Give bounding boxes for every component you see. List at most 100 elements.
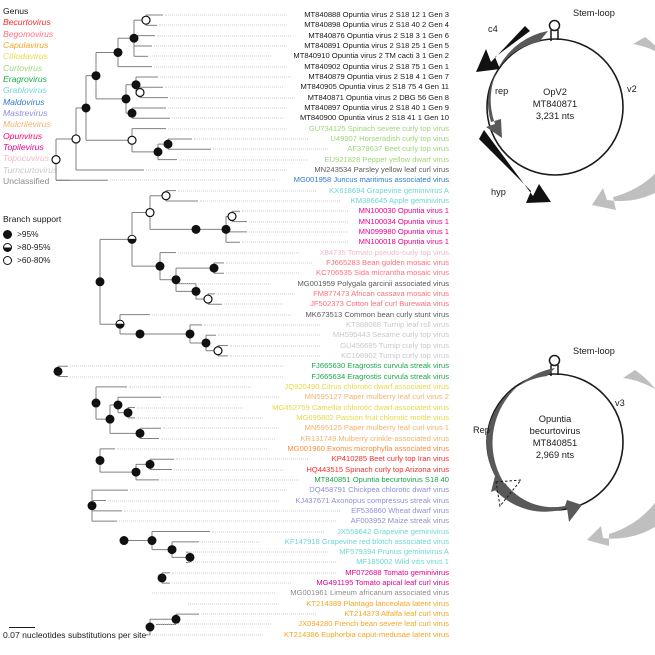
genus-legend-item-capulavirus: Capulavirus [3,40,49,51]
gene-arrow-v2 [592,37,655,210]
support-label: >95% [17,229,39,239]
taxon-label: GU456685 Turnip curly top virus [340,340,449,350]
support-node-full [167,545,177,555]
support-node-full [95,455,105,465]
support-node-full [53,366,63,376]
taxon-leader-line [172,117,284,119]
genus-legend-item-eragrovirus: Eragrovirus [3,74,47,85]
taxon-leader-line [154,66,288,68]
genus-legend-item-unclassified: Unclassified [3,176,50,187]
branch-support-list: >95% >80-95% >60-80% [3,228,61,267]
support-node-full [185,329,195,339]
taxon-leader-line [170,97,296,99]
scale-bar-label: 0.07 nucleotides substitutions per site [3,630,147,640]
taxon-label: KR131749 Mulberry crinkle-associated vir… [300,433,449,443]
support-node-half-top [115,319,125,325]
taxon-leader-line [212,531,324,532]
support-node-full [171,614,181,624]
genus-legend-item-grablovirus: Grablovirus [3,85,47,96]
taxon-leader-line [163,427,280,429]
support-node-full-icon [3,230,12,239]
taxon-label: GU734125 Spinach severe curly top virus [308,123,449,133]
taxon-leader-line [178,190,316,192]
taxon-label: KT214389 Plantago lanceolata latent viru… [306,598,449,608]
support-node-full [145,459,155,469]
taxon-leader-line [161,438,276,440]
taxon-leader-line [148,634,263,636]
genus-legend-item-mulcrilevirus: Mulcrilevirus [3,119,51,130]
gene-label-c4: c4 [488,24,498,34]
taxon-leader-line [157,35,292,37]
support-node-full [185,552,195,562]
taxon-label: MG001958 Juncus maritimus associated vir… [293,175,449,185]
taxon-label: KT214373 Alfalfa leaf curl virus [344,609,449,619]
support-node-full [81,103,91,113]
stem-loop-label: Stem-loop [573,8,615,18]
taxon-leader-line [224,303,284,305]
taxon-leader-line [137,407,243,409]
taxon-leader-line [242,210,349,212]
genus-legend-item-citlodavirus: Citlodavirus [3,51,48,62]
stem-loop-icon [548,19,561,41]
taxon-label: MN100030 Opuntia virus 1 [358,206,449,216]
support-node-full [171,275,181,285]
taxon-leader-line [174,469,284,471]
support-node-full [221,224,231,234]
taxon-label: JQ920490 Citrus chlorotic dwarf associat… [284,381,449,391]
taxon-label: JF502373 Cotton leaf curl Burewala virus [310,299,449,309]
taxon-label: MT840910 Opuntia virus 2 TM cacti 3 1 Ge… [293,51,449,61]
taxon-label: MF072688 Tomato geminivirus [345,567,449,577]
taxon-leader-line [168,107,288,109]
opv2-genome-map: Stem-loop c4 rep hyp v2 OpV2 MT840871 3,… [476,8,655,210]
gene-arrow-v3 [587,370,655,546]
genome-length: 2,969 nts [536,450,575,460]
gene-arrow-c4 [476,26,530,72]
taxon-label: AF379637 Beet curly top virus [347,144,449,154]
taxon-label: KM386645 Apple geminivirus [350,195,449,205]
support-node-full [153,147,163,157]
taxon-label: MN099980 Opuntia virus 1 [358,226,449,236]
genome-backbone-circle [486,38,624,176]
taxon-label: FJ665630 Eragrostis curvula streak virus [311,361,449,371]
taxon-label: MF579394 Prunus geminivirus A [339,547,449,557]
support-node-open [145,207,155,218]
taxon-leader-line [150,55,271,57]
taxon-leader-line [129,386,251,388]
taxon-label: JX094280 French bean severe leaf curl vi… [298,619,449,629]
taxon-label: KT214386 Euphorbia caput-medusae latent … [283,629,449,639]
support-node-full [87,501,97,511]
support-node-open [71,134,81,144]
taxon-leader-line [201,541,259,543]
taxon-leader-line [152,314,292,316]
support-node-full [147,536,157,546]
taxon-label: MT840898 Opuntia virus 2 S18 40 2 Gen 4 [304,20,449,30]
taxon-label: EU921828 Pepper yellow dwarf virus [324,154,449,164]
taxon-leader-line [154,45,288,47]
taxon-leader-line [124,510,341,512]
genome-accession: MT840871 [533,99,577,109]
gene-label-v2: v2 [627,84,637,94]
taxon-label: HQ443515 Spinach curly top Arizona virus [306,464,449,474]
taxon-leader-line [70,376,284,378]
taxon-leader-line [163,396,280,398]
taxon-leader-line [194,138,308,140]
tree-support-nodes [51,15,237,632]
support-node-full [105,414,115,424]
genome-name-line1: Opuntia [539,414,572,424]
stem-loop-icon [548,354,561,376]
support-node-full [209,263,219,273]
support-node-open [227,211,237,222]
genome-accession: MT840851 [533,438,577,448]
taxon-label: MT840871 Opuntia virus 2 DBG 56 Gen 8 [307,92,449,102]
taxon-leader-line [200,200,341,202]
taxon-leader-line [176,458,308,460]
taxon-leader-line [201,613,316,615]
taxon-label: MT840879 Opuntia virus 2 S18 4 1 Gen 7 [308,71,449,81]
support-node-open [135,87,145,98]
taxon-leader-line [161,479,300,481]
taxon-leader-line [249,221,349,223]
taxon-leader-line [178,252,300,254]
taxon-leader-line [108,500,280,501]
branch-support-item-2: >60-80% [3,254,61,267]
